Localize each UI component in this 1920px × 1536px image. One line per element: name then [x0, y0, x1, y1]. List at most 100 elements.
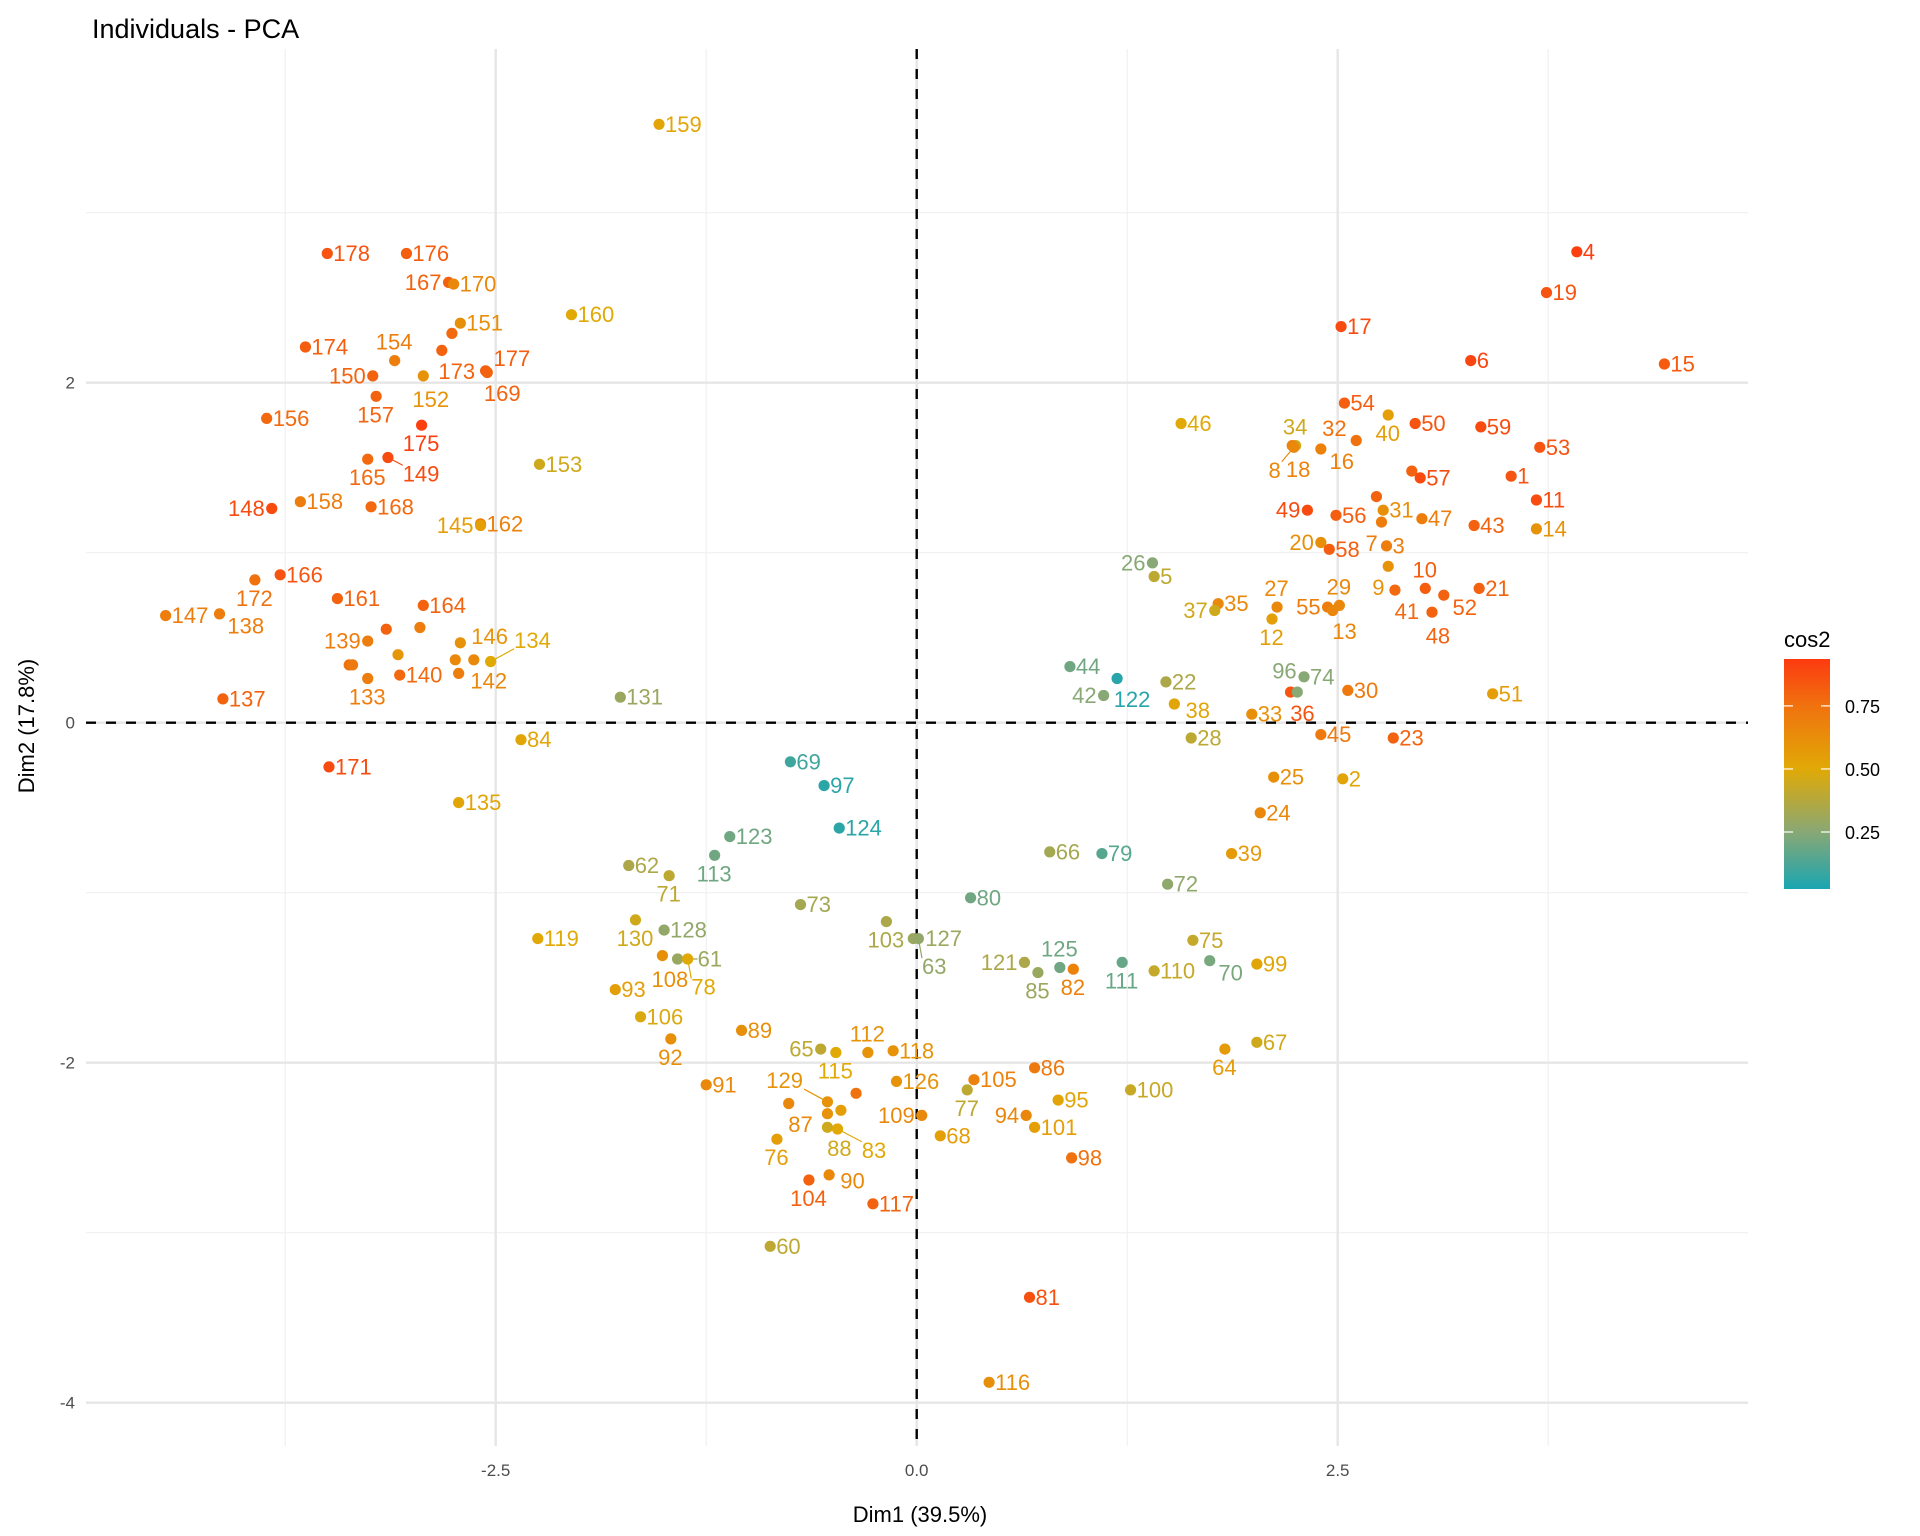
legend-tick-label: 0.75 — [1845, 697, 1880, 717]
data-point — [833, 822, 845, 834]
data-point — [1018, 956, 1031, 969]
data-point — [160, 610, 172, 622]
data-point — [1116, 956, 1128, 969]
point-label: 138 — [227, 614, 264, 639]
point-label: 43 — [1480, 513, 1504, 538]
point-label: 88 — [827, 1136, 851, 1161]
data-point — [1209, 604, 1221, 617]
data-point — [1389, 584, 1401, 596]
point-label: 159 — [665, 112, 702, 137]
data-point — [274, 569, 286, 581]
point-label: 8 — [1269, 458, 1281, 483]
point-label: 176 — [412, 241, 449, 266]
point-label: 14 — [1542, 516, 1566, 541]
data-point — [454, 317, 466, 329]
point-label: 22 — [1172, 669, 1196, 694]
data-point — [1370, 491, 1383, 503]
data-point — [1323, 543, 1335, 555]
point-label: 115 — [818, 1059, 853, 1084]
point-label: 87 — [788, 1112, 812, 1137]
data-point — [1111, 672, 1123, 685]
point-label: 96 — [1272, 658, 1296, 683]
data-point — [1162, 878, 1174, 890]
data-point — [764, 1240, 776, 1252]
data-point — [1268, 771, 1280, 783]
data-point — [346, 659, 359, 671]
data-point — [614, 691, 626, 703]
point-label: 78 — [691, 975, 715, 1000]
point-label: 94 — [995, 1103, 1019, 1128]
point-label: 63 — [922, 954, 946, 979]
data-point — [663, 870, 675, 882]
x-axis-title: Dim1 (39.5%) — [853, 1502, 987, 1527]
point-label: 39 — [1238, 841, 1262, 866]
point-label: 5 — [1160, 564, 1172, 589]
data-point — [1416, 513, 1428, 525]
data-point — [1096, 848, 1108, 860]
point-label: 60 — [776, 1234, 800, 1259]
point-label: 131 — [626, 685, 663, 710]
point-label: 145 — [437, 513, 474, 538]
point-label: 52 — [1453, 595, 1477, 620]
point-label: 157 — [357, 402, 394, 427]
point-label: 91 — [712, 1072, 736, 1097]
data-point — [961, 1084, 973, 1096]
data-point — [485, 655, 497, 668]
point-label: 101 — [1041, 1115, 1078, 1140]
point-label: 64 — [1212, 1055, 1236, 1080]
data-point — [912, 933, 924, 945]
data-point — [1226, 848, 1238, 860]
data-point — [880, 916, 892, 928]
data-point — [1438, 589, 1450, 601]
data-point — [1251, 958, 1263, 970]
data-point — [321, 247, 333, 260]
data-point — [1254, 807, 1266, 819]
point-label: 44 — [1076, 654, 1100, 679]
data-point — [565, 309, 578, 321]
tick-labels: -2.5 0.0 2.5 -4 -2 0 2 — [60, 374, 1350, 1480]
data-point — [671, 953, 684, 965]
point-label: 75 — [1199, 928, 1223, 953]
point-label: 31 — [1389, 498, 1413, 523]
data-point — [1330, 509, 1342, 521]
data-point — [1271, 601, 1283, 613]
data-point — [417, 370, 429, 382]
point-label: 7 — [1366, 531, 1378, 556]
point-label: 66 — [1056, 839, 1080, 864]
data-point — [821, 1121, 834, 1133]
point-label: 1 — [1517, 464, 1529, 489]
point-label: 105 — [980, 1067, 1017, 1092]
data-point — [609, 984, 621, 996]
point-label: 86 — [1041, 1055, 1065, 1080]
data-point — [964, 892, 977, 904]
data-point — [1066, 1152, 1078, 1164]
data-point — [261, 412, 273, 424]
data-point — [724, 831, 736, 843]
y-tick-label: -4 — [60, 1394, 75, 1413]
point-label: 70 — [1218, 961, 1242, 986]
point-label: 76 — [764, 1145, 788, 1170]
point-label: 11 — [1542, 488, 1565, 513]
point-label: 38 — [1186, 698, 1210, 723]
point-label: 72 — [1174, 872, 1198, 897]
data-point — [1246, 708, 1258, 720]
point-label: 152 — [412, 387, 449, 412]
data-point — [1146, 557, 1159, 569]
point-label: 19 — [1553, 280, 1577, 305]
point-label: 40 — [1376, 421, 1400, 446]
point-label: 100 — [1137, 1077, 1174, 1102]
data-point — [1487, 688, 1499, 700]
point-label: 77 — [955, 1096, 979, 1121]
point-label: 50 — [1421, 411, 1445, 436]
data-point — [1327, 604, 1339, 617]
data-point — [266, 502, 278, 515]
point-label: 150 — [329, 363, 366, 388]
data-point — [1540, 287, 1553, 299]
point-label: 154 — [376, 330, 413, 355]
data-point — [449, 654, 461, 666]
data-point — [1414, 472, 1426, 484]
point-label: 126 — [903, 1069, 940, 1094]
legend-colorbar — [1784, 659, 1830, 889]
